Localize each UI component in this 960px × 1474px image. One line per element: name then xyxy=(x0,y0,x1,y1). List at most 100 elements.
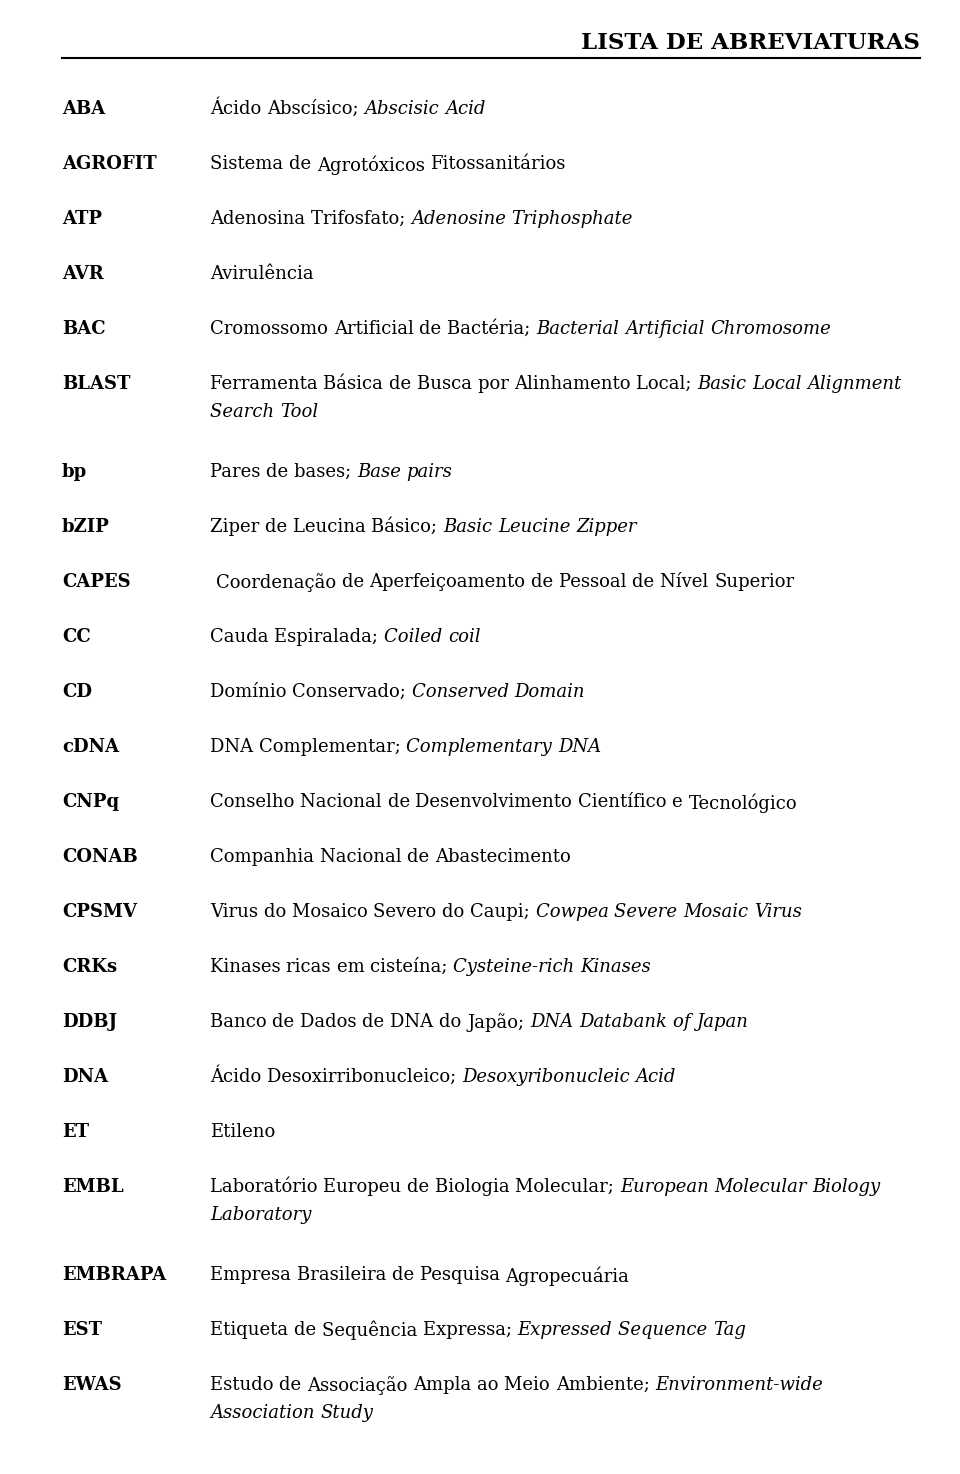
Text: bases;: bases; xyxy=(294,463,357,481)
Text: pairs: pairs xyxy=(407,463,452,481)
Text: Alignment: Alignment xyxy=(808,374,908,394)
Text: Leucine: Leucine xyxy=(498,517,576,537)
Text: Conservado;: Conservado; xyxy=(292,682,412,702)
Text: Severe: Severe xyxy=(614,904,683,921)
Text: por: por xyxy=(478,374,515,394)
Text: CNPq: CNPq xyxy=(62,793,119,811)
Text: Mosaico: Mosaico xyxy=(292,904,373,921)
Text: Sistema: Sistema xyxy=(210,155,289,172)
Text: CPSMV: CPSMV xyxy=(62,904,137,921)
Text: Japão;: Japão; xyxy=(468,1013,530,1032)
Text: DDBJ: DDBJ xyxy=(62,1013,117,1030)
Text: BLAST: BLAST xyxy=(62,374,131,394)
Text: Study: Study xyxy=(321,1405,373,1422)
Text: Bacterial: Bacterial xyxy=(537,320,625,338)
Text: Aperfeiçoamento: Aperfeiçoamento xyxy=(370,573,531,591)
Text: de: de xyxy=(265,517,293,537)
Text: Espiralada;: Espiralada; xyxy=(275,628,384,646)
Text: em: em xyxy=(337,958,371,976)
Text: Environment-wide: Environment-wide xyxy=(656,1377,829,1394)
Text: cDNA: cDNA xyxy=(62,738,119,756)
Text: DNA: DNA xyxy=(558,738,601,756)
Text: Nacional: Nacional xyxy=(300,793,388,811)
Text: Complementar;: Complementar; xyxy=(259,738,406,756)
Text: Sequência: Sequência xyxy=(322,1321,422,1340)
Text: de: de xyxy=(389,374,417,394)
Text: de: de xyxy=(531,573,559,591)
Text: Sequence: Sequence xyxy=(618,1321,713,1338)
Text: de: de xyxy=(407,848,435,867)
Text: Leucina: Leucina xyxy=(293,517,372,537)
Text: Empresa: Empresa xyxy=(210,1266,297,1284)
Text: Científico: Científico xyxy=(578,793,672,811)
Text: Kinases: Kinases xyxy=(210,958,286,976)
Text: Abastecimento: Abastecimento xyxy=(435,848,571,867)
Text: CAPES: CAPES xyxy=(62,573,131,591)
Text: of: of xyxy=(673,1013,696,1030)
Text: Tag: Tag xyxy=(713,1321,746,1338)
Text: de: de xyxy=(633,573,660,591)
Text: Alinhamento: Alinhamento xyxy=(515,374,636,394)
Text: Ziper: Ziper xyxy=(210,517,265,537)
Text: de: de xyxy=(266,463,294,481)
Text: Pesquisa: Pesquisa xyxy=(420,1266,505,1284)
Text: AVR: AVR xyxy=(62,265,104,283)
Text: EST: EST xyxy=(62,1321,102,1338)
Text: Brasileira: Brasileira xyxy=(297,1266,392,1284)
Text: Laboratory: Laboratory xyxy=(210,1206,311,1223)
Text: Cromossomo: Cromossomo xyxy=(210,320,334,338)
Text: EMBRAPA: EMBRAPA xyxy=(62,1266,166,1284)
Text: Base: Base xyxy=(357,463,407,481)
Text: de: de xyxy=(294,1321,322,1338)
Text: Fitossanitários: Fitossanitários xyxy=(430,155,565,172)
Text: Biologia: Biologia xyxy=(435,1178,516,1195)
Text: EWAS: EWAS xyxy=(62,1377,122,1394)
Text: Desenvolvimento: Desenvolvimento xyxy=(416,793,578,811)
Text: Chromosome: Chromosome xyxy=(710,320,830,338)
Text: Associação: Associação xyxy=(307,1377,413,1394)
Text: Ampla: Ampla xyxy=(413,1377,477,1394)
Text: cisteína;: cisteína; xyxy=(371,958,453,976)
Text: Artificial: Artificial xyxy=(625,320,710,338)
Text: Agrotóxicos: Agrotóxicos xyxy=(317,155,430,174)
Text: de: de xyxy=(279,1377,307,1394)
Text: Bactéria;: Bactéria; xyxy=(447,320,537,338)
Text: de: de xyxy=(420,320,447,338)
Text: do: do xyxy=(440,1013,468,1030)
Text: Abscísico;: Abscísico; xyxy=(267,100,365,118)
Text: Adenosine: Adenosine xyxy=(411,209,512,228)
Text: Search: Search xyxy=(210,402,280,422)
Text: Virus: Virus xyxy=(754,904,802,921)
Text: Adenosina: Adenosina xyxy=(210,209,311,228)
Text: Cowpea: Cowpea xyxy=(536,904,614,921)
Text: Laboratório: Laboratório xyxy=(210,1178,324,1195)
Text: Europeu: Europeu xyxy=(324,1178,407,1195)
Text: de: de xyxy=(273,1013,300,1030)
Text: Pares: Pares xyxy=(210,463,266,481)
Text: Local: Local xyxy=(753,374,808,394)
Text: Expressed: Expressed xyxy=(517,1321,618,1338)
Text: Domínio: Domínio xyxy=(210,682,292,702)
Text: Básica: Básica xyxy=(324,374,389,394)
Text: European: European xyxy=(620,1178,714,1195)
Text: Avirulência: Avirulência xyxy=(210,265,314,283)
Text: e: e xyxy=(672,793,688,811)
Text: Expressa;: Expressa; xyxy=(422,1321,517,1338)
Text: Agropecuária: Agropecuária xyxy=(505,1266,629,1285)
Text: Conselho: Conselho xyxy=(210,793,300,811)
Text: Biology: Biology xyxy=(813,1178,887,1195)
Text: Caupi;: Caupi; xyxy=(470,904,536,921)
Text: Molecular: Molecular xyxy=(714,1178,813,1195)
Text: de: de xyxy=(289,155,317,172)
Text: bZIP: bZIP xyxy=(62,517,109,537)
Text: Japan: Japan xyxy=(696,1013,748,1030)
Text: Molecular;: Molecular; xyxy=(516,1178,620,1195)
Text: Complementary: Complementary xyxy=(406,738,558,756)
Text: Nacional: Nacional xyxy=(320,848,407,867)
Text: Acid: Acid xyxy=(444,100,485,118)
Text: DNA: DNA xyxy=(210,738,259,756)
Text: Banco: Banco xyxy=(210,1013,273,1030)
Text: CONAB: CONAB xyxy=(62,848,137,867)
Text: Artificial: Artificial xyxy=(334,320,420,338)
Text: Nível: Nível xyxy=(660,573,714,591)
